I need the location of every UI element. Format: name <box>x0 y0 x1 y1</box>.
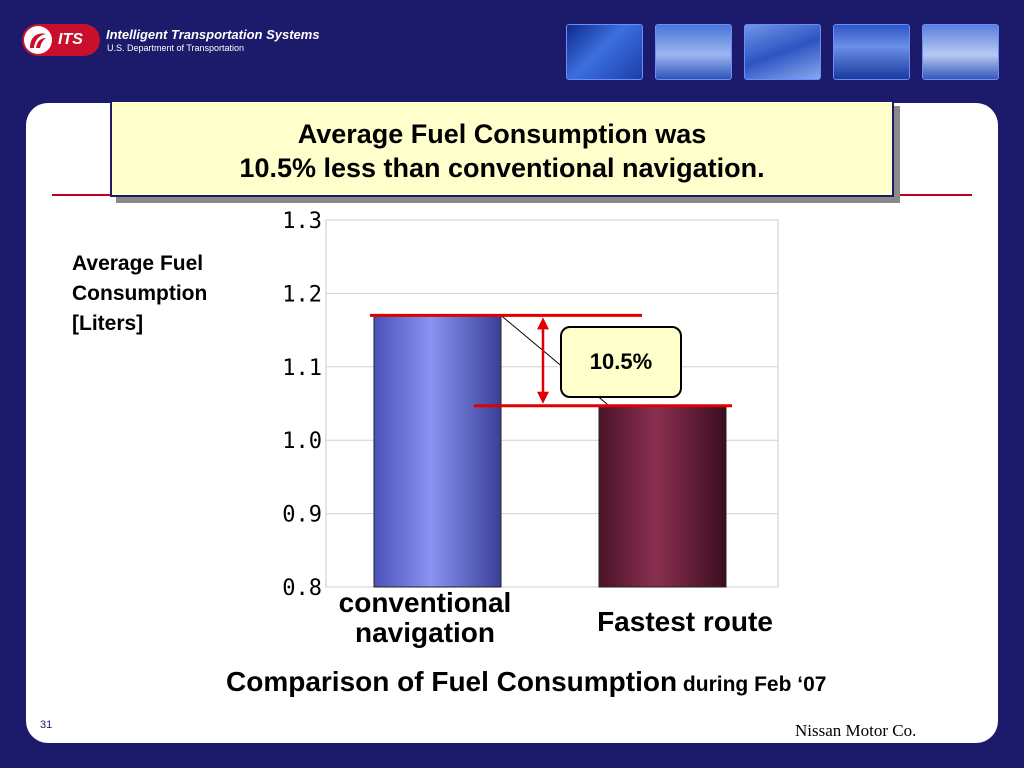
category-label-conventional: conventional navigation <box>300 588 550 648</box>
y-tick-label: 1.0 <box>282 429 322 454</box>
caption-main: Comparison of Fuel Consumption <box>226 666 677 697</box>
category-label-fastest: Fastest route <box>560 605 810 639</box>
chart-caption: Comparison of Fuel Consumption during Fe… <box>226 666 826 698</box>
bar-1 <box>374 315 501 587</box>
page-number: 31 <box>40 719 52 731</box>
bar-chart: 0.80.91.01.11.21.3 <box>0 0 1024 768</box>
y-tick-label: 0.9 <box>282 503 322 528</box>
category-label-line: navigation <box>300 618 550 648</box>
credit-text: Nissan Motor Co. <box>795 721 916 741</box>
category-label-line: conventional <box>300 588 550 618</box>
y-tick-label: 1.3 <box>282 209 322 234</box>
y-tick-label: 1.1 <box>282 356 322 381</box>
caption-sub: during Feb ‘07 <box>677 673 826 696</box>
y-tick-label: 1.2 <box>282 282 322 307</box>
percent-callout: 10.5% <box>560 326 682 398</box>
bar-2 <box>599 406 726 587</box>
category-label-line: Fastest route <box>560 605 810 639</box>
